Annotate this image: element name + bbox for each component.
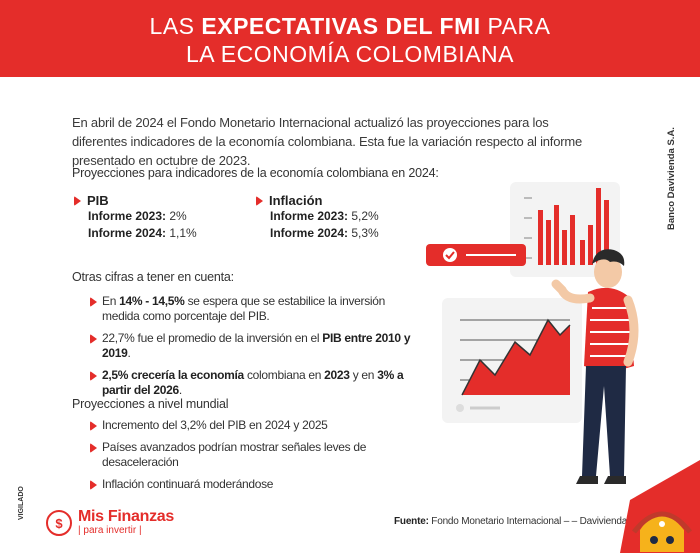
list-item: Inflación continuará moderándose [90, 477, 420, 492]
other-figures-list: En 14% - 14,5% se espera que se estabili… [90, 294, 420, 405]
logo-tagline: | para invertir | [78, 525, 142, 536]
man-with-charts-illustration [426, 182, 639, 484]
other-figures-title: Otras cifras a tener en cuenta: [72, 270, 234, 284]
list-item: 2,5% crecería la economía colombiana en … [90, 368, 420, 398]
intro-paragraph: En abril de 2024 el Fondo Monetario Inte… [72, 115, 583, 168]
list-item: Incremento del 3,2% del PIB en 2024 y 20… [90, 418, 420, 433]
list-item: 22,7% fue el promedio de la inversión en… [90, 331, 420, 361]
header-banner: LAS EXPECTATIVAS DEL FMI PARA LA ECONOMÍ… [0, 0, 700, 77]
bullet-icon [90, 371, 97, 381]
bullet-icon [90, 334, 97, 344]
indicator-row: Informe 2024: 5,3% [270, 226, 379, 240]
bullet-icon [90, 421, 97, 431]
davivienda-house-logo [620, 460, 700, 553]
bullet-icon [74, 195, 81, 206]
bullet-icon [90, 480, 97, 490]
vigilado-label: VIGILADO [18, 486, 25, 520]
bullet-icon [256, 195, 263, 206]
source-note: Fuente: Fondo Monetario Internacional – … [394, 516, 628, 527]
world-projections-list: Incremento del 3,2% del PIB en 2024 y 20… [90, 418, 420, 499]
logo-title: Mis Finanzas [78, 508, 174, 525]
list-item: Países avanzados podrían mostrar señales… [90, 440, 420, 470]
list-item: En 14% - 14,5% se espera que se estabili… [90, 294, 420, 324]
indicator-inflacion: Inflación Informe 2023: 5,2% Informe 202… [256, 193, 379, 242]
indicator-row: Informe 2024: 1,1% [88, 226, 197, 240]
indicator-row: Informe 2023: 5,2% [270, 209, 379, 223]
bullet-icon [90, 443, 97, 453]
indicator-name: PIB [87, 193, 109, 208]
page-title-line2: LA ECONOMÍA COLOMBIANA [186, 41, 514, 67]
indicator-pib: PIB Informe 2023: 2% Informe 2024: 1,1% [74, 193, 197, 242]
indicator-row: Informe 2023: 2% [88, 209, 187, 223]
projections-title: Proyecciones para indicadores de la econ… [72, 166, 439, 180]
mis-finanzas-logo: $ Mis Finanzas | para invertir | [46, 509, 174, 537]
page-title-line1: LAS EXPECTATIVAS DEL FMI PARA [149, 13, 551, 39]
bullet-icon [90, 297, 97, 307]
dollar-icon: $ [46, 510, 72, 536]
world-projections-title: Proyecciones a nivel mundial [72, 397, 229, 411]
man-figure [551, 249, 639, 484]
indicator-name: Inflación [269, 193, 323, 208]
